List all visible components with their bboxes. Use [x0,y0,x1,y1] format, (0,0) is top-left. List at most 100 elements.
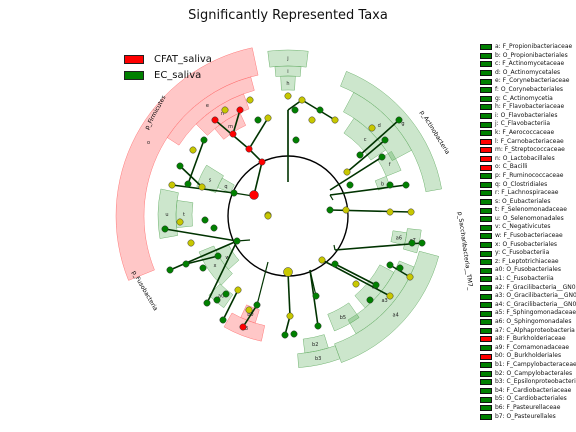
taxa-key-swatch [480,87,492,94]
taxa-key-label: e: F_Corynebacteriaceae [495,77,570,85]
taxa-key-item: t: F_Selenomonadaceae [480,206,576,215]
node-neutral [264,114,272,122]
clade-label-saccharibacteria: p_Saccharibacteria__TM7_ [456,211,474,291]
tree-branch [222,289,239,321]
taxa-key-label: q: O_Clostridiales [495,180,548,188]
node-cfat [245,145,253,153]
tree-branch [242,304,258,328]
clade-sector-letter: a0 [218,294,224,300]
node-ec [210,224,218,232]
node-ec [366,296,374,304]
taxa-key-item: x: O_Fusobacteriales [480,241,576,250]
taxa-key-item: w: F_Fusobacteriaceae [480,232,576,241]
taxa-key-swatch [480,156,492,163]
taxa-key-label: r: F_Lachnospiraceae [495,189,559,197]
taxa-key-item: b5: O_Cardiobacteriales [480,395,576,404]
taxa-key-item: a8: F_Burkholderiaceae [480,335,576,344]
taxa-key-label: s: O_Eubacteriales [495,197,551,205]
legend-label-cfat: CFAT_saliva [154,53,212,65]
taxa-key-label: b: O_Propionibacteriales [495,51,568,59]
taxa-key-swatch [480,345,492,352]
tree-branch [309,269,317,297]
node-neutral [283,267,293,277]
taxa-key-swatch [480,130,492,137]
taxa-key-item: d: O_Actinomycetales [480,69,576,78]
clade-sector-letter: s [209,178,212,184]
taxa-key-label: n: O_Lactobacillales [495,154,555,162]
taxa-key-label: c: F_Actinomycetaceae [495,60,565,68]
taxa-key-item: v: C_Negativicutes [480,223,576,232]
taxa-key-item: a6: O_Sphingomonadales [480,318,576,327]
figure-title: Significantly Represented Taxa [188,8,388,23]
node-ec [378,153,386,161]
taxa-key-swatch [480,379,492,386]
node-neutral [284,92,292,100]
node-ec [213,296,221,304]
node-ec [290,330,298,338]
taxa-key-item: a2: F_Gracilibacteria__GN02 [480,284,576,293]
node-cfat [239,323,247,331]
node-ec [408,239,416,247]
clade-sector-letter: q [224,184,227,190]
taxa-key-swatch [480,284,492,291]
taxa-key-swatch [480,327,492,334]
taxa-key-item: g: C_Actinomycetia [480,95,576,104]
node-neutral [343,168,351,176]
clade-sector-letter: x [214,263,217,269]
node-neutral [342,206,350,214]
taxa-key-item: b7: O_Pasteurellales [480,413,576,422]
legend-swatch-cfat [124,54,144,64]
taxa-key-swatch [480,276,492,283]
node-neutral [245,306,253,314]
legend-swatch-ec [124,70,144,80]
clade-sectors: jihenmosqutxwa0a8b0b3b2b5a4a3a2a7a6gdcfb [115,47,442,368]
taxa-key-swatch [480,250,492,257]
node-cfat [229,130,237,138]
node-ec [292,136,300,144]
node-neutral [352,280,360,288]
node-ec [381,136,389,144]
node-ec [176,162,184,170]
taxa-key-swatch [480,190,492,197]
clade-sector-j [267,49,309,68]
taxa-key-swatch [480,44,492,51]
node-ec [200,136,208,144]
taxa-key-swatch [480,198,492,205]
taxa-key-label: p: F_Ruminococcaceae [495,171,564,179]
taxa-key-item: o: C_Bacilli [480,163,576,172]
clade-sector-letter: b [381,181,384,187]
tree-branch [329,209,412,213]
clade-sector-letter: d [378,123,381,129]
clade-sector-n [195,93,250,136]
taxa-key-item: a7: C_Alphaproteobacteria [480,327,576,336]
legend-item-cfat: CFAT_saliva [124,51,212,67]
node-cfat [249,190,259,200]
taxa-key-item: a9: F_Comamonadaceae [480,344,576,353]
node-ec [396,264,404,272]
taxa-key-item: p: F_Ruminococcaceae [480,172,576,181]
clade-sector-letter: w [225,255,229,261]
taxa-key-swatch [480,61,492,68]
taxa-key-swatch [480,207,492,214]
tree-branch [329,184,407,196]
taxa-key-label: g: C_Actinomycetia [495,94,553,102]
clade-sector-c [343,117,387,161]
node-neutral [198,183,206,191]
node-ec [395,116,403,124]
node-ec [356,151,364,159]
taxa-key-item: s: O_Eubacteriales [480,198,576,207]
node-cfat [211,116,219,124]
clade-sector-letter: h [286,81,289,87]
node-ec [331,260,339,268]
clade-sector-letter: a3 [381,298,387,304]
taxa-key-label: b5: O_Cardiobacteriales [495,395,567,403]
taxa-key-label: a2: F_Gracilibacteria__GN02 [495,283,576,291]
taxa-key-label: z: F_Leptotrichiaceae [495,257,559,265]
taxa-key-swatch [480,241,492,248]
clade-sector-a6 [390,230,408,246]
taxa-key-swatch [480,353,492,360]
taxa-key-swatch [480,70,492,77]
node-ec [182,260,190,268]
node-ec [281,331,289,339]
